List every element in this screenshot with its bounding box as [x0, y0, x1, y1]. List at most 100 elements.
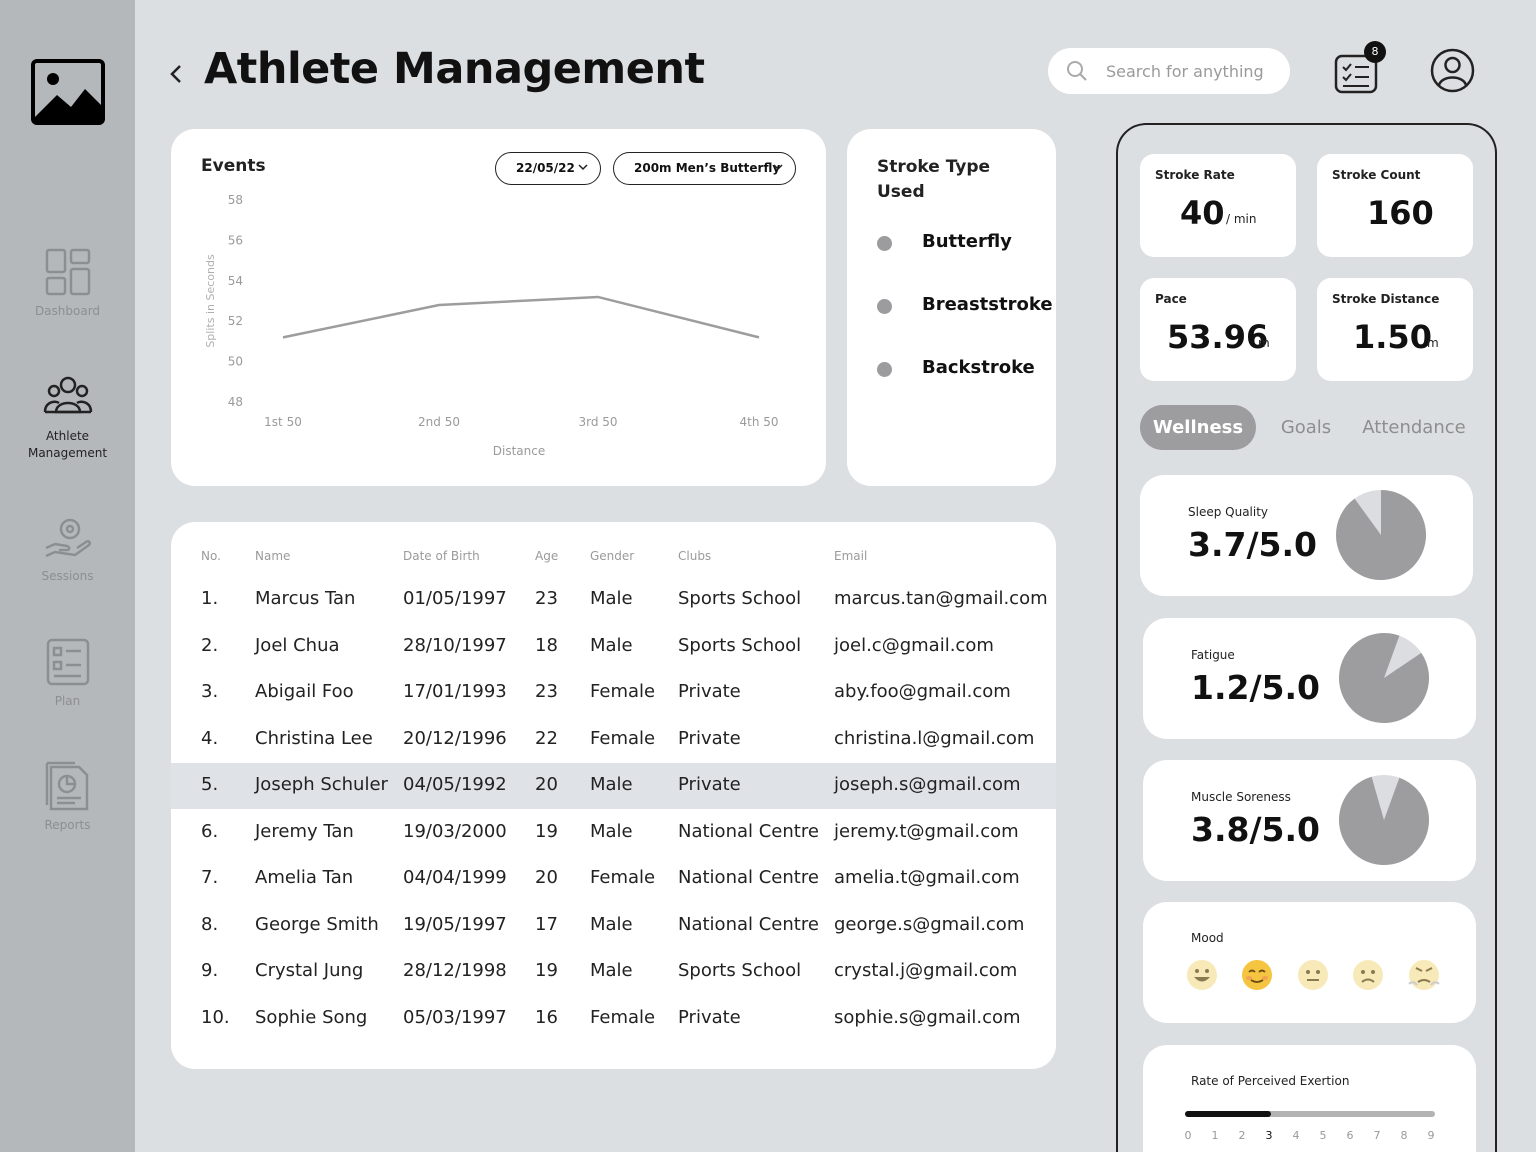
events-card: Events 22/05/22 200m Men’s Butterfly 48 5… [171, 129, 826, 486]
angry-face-icon[interactable] [1407, 958, 1441, 992]
event-dropdown[interactable]: 200m Men’s Butterfly [613, 152, 796, 185]
rpe-scale-number[interactable]: 7 [1373, 1129, 1381, 1142]
muscle-soreness-label: Muscle Soreness [1191, 790, 1291, 804]
sidebar: Dashboard Athlete Management Sessions Pl… [0, 0, 135, 1152]
muscle-soreness-card: Muscle Soreness 3.8/5.0 [1143, 760, 1476, 881]
y-tick-label: 48 [228, 395, 243, 409]
rpe-slider-track[interactable] [1185, 1111, 1435, 1117]
tab-attendance[interactable]: Attendance [1362, 417, 1466, 438]
table-row[interactable]: 8. George Smith 19/05/1997 17 Male National C… [171, 903, 1056, 949]
cell-club: Private [678, 1006, 741, 1028]
sessions-icon [44, 518, 91, 558]
cell-gender: Female [590, 681, 656, 702]
sidebar-item-sessions[interactable]: Sessions [0, 512, 135, 585]
rpe-scale-number[interactable]: 9 [1427, 1129, 1435, 1142]
search-input[interactable] [1106, 56, 1278, 86]
grinning-face-icon[interactable] [1185, 958, 1219, 992]
cell-email[interactable]: aby.foo@gmail.com [834, 681, 1011, 702]
cell-dob: 19/05/1997 [403, 913, 507, 935]
neutral-face-icon[interactable] [1296, 958, 1330, 992]
date-dropdown[interactable]: 22/05/22 [495, 152, 601, 185]
people-icon [43, 376, 92, 414]
cell-no: 1. [201, 588, 219, 609]
cell-gender: Female [590, 727, 656, 749]
cell-age: 22 [535, 727, 558, 749]
table-row[interactable]: 1. Marcus Tan 01/05/1997 23 Male Sports Schoo… [171, 577, 1056, 623]
checklist-icon[interactable] [1334, 50, 1380, 94]
notification-count-badge: 8 [1364, 41, 1386, 63]
table-row[interactable]: 7. Amelia Tan 04/04/1999 20 Female National C… [171, 856, 1056, 902]
mood-label: Mood [1191, 931, 1224, 945]
cell-name: Christina Lee [255, 727, 373, 749]
sidebar-item-dashboard[interactable]: Dashboard [0, 247, 135, 320]
cell-gender: Male [590, 913, 633, 935]
user-profile-icon[interactable] [1430, 48, 1475, 93]
table-row[interactable]: 6. Jeremy Tan 19/03/2000 19 Male National Cen… [171, 810, 1056, 856]
cell-email[interactable]: joel.c@gmail.com [834, 634, 994, 656]
rpe-slider-fill [1185, 1111, 1271, 1117]
cell-no: 2. [201, 634, 219, 656]
column-header-name: Name [255, 549, 291, 563]
stroke-distance-label: Stroke Distance [1332, 292, 1440, 306]
tab-wellness[interactable]: Wellness [1140, 405, 1256, 450]
sidebar-item-label: Plan [54, 694, 81, 708]
rpe-scale-number[interactable]: 8 [1400, 1129, 1408, 1142]
cell-club: Private [678, 774, 741, 795]
rpe-scale-number[interactable]: 2 [1238, 1129, 1246, 1142]
cell-name: Marcus Tan [255, 588, 356, 609]
rpe-scale-number[interactable]: 3 [1265, 1129, 1273, 1142]
sidebar-item-athlete-management[interactable]: Athlete Management [0, 372, 135, 462]
sidebar-item-reports[interactable]: Reports [0, 761, 135, 834]
cell-dob: 04/05/1992 [403, 774, 507, 795]
x-axis-label: Distance [493, 444, 545, 458]
cell-email[interactable]: sophie.s@gmail.com [834, 1006, 1021, 1028]
cell-gender: Female [590, 867, 656, 888]
cell-email[interactable]: marcus.tan@gmail.com [834, 588, 1048, 609]
cell-age: 17 [535, 913, 558, 935]
cell-email[interactable]: christina.l@gmail.com [834, 727, 1035, 749]
cell-email[interactable]: amelia.t@gmail.com [834, 867, 1020, 888]
pace-unit: m [1258, 336, 1270, 350]
cell-email[interactable]: george.s@gmail.com [834, 913, 1025, 935]
stroke-distance-value: 1.50 [1353, 318, 1432, 356]
rpe-scale-number[interactable]: 6 [1346, 1129, 1354, 1142]
dashboard-icon [45, 248, 90, 296]
event-dropdown-value: 200m Men’s Butterfly [634, 161, 781, 175]
cell-age: 20 [535, 867, 558, 888]
tab-goals[interactable]: Goals [1280, 417, 1332, 438]
athlete-detail-panel: Stroke Rate 40 / min Stroke Count 160 Pa… [1116, 123, 1497, 1152]
column-header-no: No. [201, 549, 221, 563]
cell-club: Private [678, 681, 741, 702]
pie-value-slice [1339, 776, 1429, 865]
back-chevron-icon[interactable] [165, 60, 187, 88]
sidebar-item-plan[interactable]: Plan [0, 637, 135, 710]
rpe-scale-number[interactable]: 5 [1319, 1129, 1327, 1142]
legend-dot [877, 362, 892, 377]
cell-gender: Male [590, 820, 633, 842]
rpe-scale-number[interactable]: 1 [1211, 1129, 1219, 1142]
cell-email[interactable]: crystal.j@gmail.com [834, 960, 1018, 981]
search-bar[interactable] [1048, 48, 1290, 94]
frowning-face-icon[interactable] [1351, 958, 1385, 992]
table-row[interactable]: 10. Sophie Song 05/03/1997 16 Female Private s… [171, 996, 1056, 1042]
y-tick-label: 54 [228, 274, 243, 288]
stroke-count-card: Stroke Count 160 [1317, 154, 1473, 257]
cell-age: 19 [535, 960, 558, 981]
cell-email[interactable]: joseph.s@gmail.com [834, 774, 1021, 795]
table-row[interactable]: 4. Christina Lee 20/12/1996 22 Female Private… [171, 717, 1056, 763]
cell-no: 7. [201, 867, 219, 888]
rpe-scale-number[interactable]: 0 [1184, 1129, 1192, 1142]
table-row[interactable]: 9. Crystal Jung 28/12/1998 19 Male Sports Sch… [171, 949, 1056, 995]
table-row[interactable]: 5. Joseph Schuler 04/05/1992 20 Male Private j… [171, 763, 1056, 809]
chevron-down-icon [578, 164, 588, 171]
relieved-face-icon[interactable] [1240, 958, 1274, 992]
table-row[interactable]: 2. Joel Chua 28/10/1997 18 Male Sports School… [171, 624, 1056, 670]
chevron-down-icon [773, 164, 783, 171]
cell-email[interactable]: jeremy.t@gmail.com [834, 820, 1019, 842]
rpe-scale-number[interactable]: 4 [1292, 1129, 1300, 1142]
table-row[interactable]: 3. Abigail Foo 17/01/1993 23 Female Private ab… [171, 670, 1056, 716]
stroke-type-label: Backstroke [922, 357, 1035, 378]
fatigue-label: Fatigue [1191, 648, 1235, 662]
cell-gender: Female [590, 1006, 656, 1028]
cell-name: Crystal Jung [255, 960, 364, 981]
